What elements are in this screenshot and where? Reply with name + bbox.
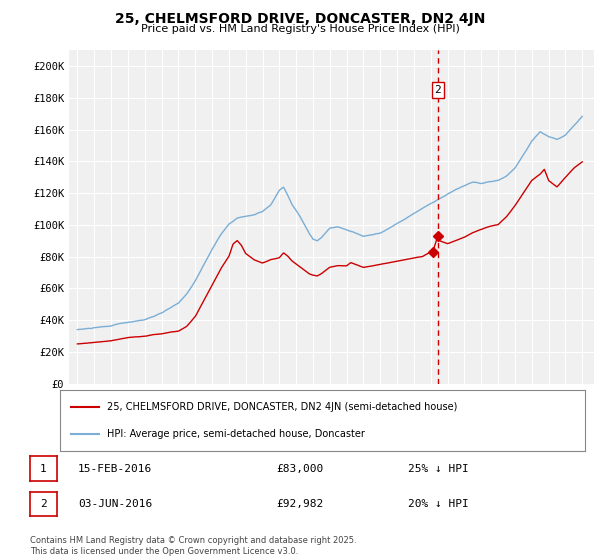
Text: 2: 2 xyxy=(434,85,441,95)
Text: 20% ↓ HPI: 20% ↓ HPI xyxy=(408,499,469,509)
Text: 25, CHELMSFORD DRIVE, DONCASTER, DN2 4JN (semi-detached house): 25, CHELMSFORD DRIVE, DONCASTER, DN2 4JN… xyxy=(107,402,458,412)
Text: 25, CHELMSFORD DRIVE, DONCASTER, DN2 4JN: 25, CHELMSFORD DRIVE, DONCASTER, DN2 4JN xyxy=(115,12,485,26)
Text: 25% ↓ HPI: 25% ↓ HPI xyxy=(408,464,469,474)
Text: £83,000: £83,000 xyxy=(276,464,323,474)
Text: 03-JUN-2016: 03-JUN-2016 xyxy=(78,499,152,509)
Text: 2: 2 xyxy=(40,499,47,509)
Text: Price paid vs. HM Land Registry's House Price Index (HPI): Price paid vs. HM Land Registry's House … xyxy=(140,24,460,34)
Text: 1: 1 xyxy=(40,464,47,474)
Text: HPI: Average price, semi-detached house, Doncaster: HPI: Average price, semi-detached house,… xyxy=(107,430,365,440)
Text: £92,982: £92,982 xyxy=(276,499,323,509)
Text: Contains HM Land Registry data © Crown copyright and database right 2025.
This d: Contains HM Land Registry data © Crown c… xyxy=(30,536,356,556)
Text: 15-FEB-2016: 15-FEB-2016 xyxy=(78,464,152,474)
